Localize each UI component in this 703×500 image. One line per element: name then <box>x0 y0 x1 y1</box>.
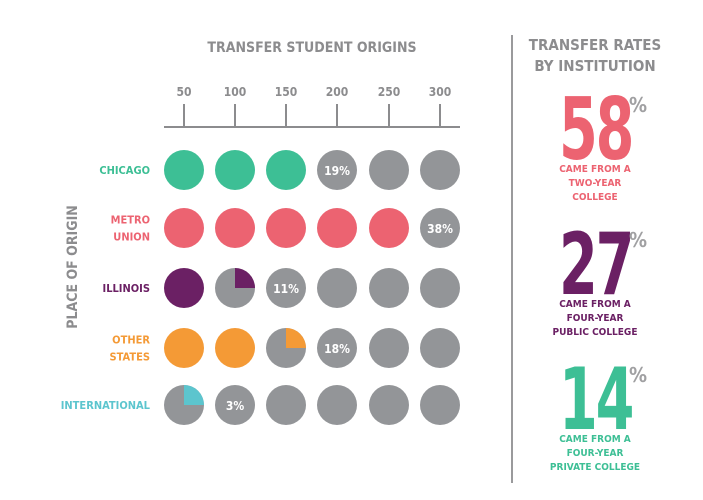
chart-row: METRO UNION 38% <box>111 208 460 248</box>
filled-circle <box>266 150 306 190</box>
x-tick-label: 300 <box>429 85 452 99</box>
empty-circle <box>317 385 357 425</box>
stat-desc-line-3: COLLEGE <box>572 192 618 203</box>
percent-label: 11% <box>273 282 299 296</box>
row-label: OTHER <box>112 334 150 347</box>
y-axis-label: PLACE OF ORIGIN <box>65 205 81 329</box>
filled-circle <box>215 208 255 248</box>
empty-circle <box>369 385 409 425</box>
row-label: ILLINOIS <box>103 282 150 295</box>
filled-circle <box>369 208 409 248</box>
stat-desc-line-2: FOUR-YEAR <box>566 448 624 459</box>
filled-circle <box>164 328 204 368</box>
panel-title-line-2: BY INSTITUTION <box>534 57 656 75</box>
transfer-rates-panel: TRANSFER RATES BY INSTITUTION 58 % CAME … <box>515 0 703 500</box>
x-tick-label: 250 <box>378 85 401 99</box>
empty-circle <box>420 208 460 248</box>
partial-wedge <box>286 328 306 348</box>
stat-desc-line-1: CAME FROM A <box>559 299 631 310</box>
stat-value: 58 <box>559 80 634 180</box>
x-tick-label: 200 <box>326 85 349 99</box>
filled-circle <box>164 268 204 308</box>
stat-desc-line-1: CAME FROM A <box>559 434 631 445</box>
percent-sign: % <box>629 228 648 252</box>
percent-label: 19% <box>324 164 350 178</box>
stat-desc-line-1: CAME FROM A <box>559 164 631 175</box>
panel-title-line-1: TRANSFER RATES <box>528 36 662 54</box>
stat-value: 27 <box>559 215 634 315</box>
empty-circle <box>420 385 460 425</box>
empty-circle <box>317 150 357 190</box>
filled-circle <box>266 208 306 248</box>
x-tick-label: 150 <box>275 85 298 99</box>
percent-label: 38% <box>427 222 453 236</box>
chart-row: OTHER STATES 18% <box>110 328 460 368</box>
chart-row: ILLINOIS 11% <box>103 268 460 308</box>
stat-value: 14 <box>559 350 634 450</box>
filled-circle <box>215 150 255 190</box>
row-label: CHICAGO <box>99 164 150 177</box>
percent-sign: % <box>629 363 648 387</box>
x-tick-label: 100 <box>224 85 247 99</box>
empty-circle <box>420 328 460 368</box>
filled-circle <box>164 208 204 248</box>
percent-sign: % <box>629 93 648 117</box>
filled-circle <box>317 208 357 248</box>
empty-circle <box>369 328 409 368</box>
percent-label: 3% <box>226 399 245 413</box>
empty-circle <box>369 150 409 190</box>
percent-label: 18% <box>324 342 350 356</box>
row-label: UNION <box>113 231 150 244</box>
row-label: INTERNATIONAL <box>61 399 151 412</box>
row-label: METRO <box>111 214 150 227</box>
chart-rows: CHICAGO 19% METRO UNION 38% ILLINOIS 11% OTHER S… <box>61 150 460 425</box>
chart-row: INTERNATIONAL 3% <box>61 385 460 425</box>
chart-row: CHICAGO 19% <box>99 150 460 190</box>
empty-circle <box>420 268 460 308</box>
empty-circle <box>317 268 357 308</box>
empty-circle <box>266 268 306 308</box>
partial-wedge <box>184 385 204 405</box>
x-axis: 50 100 150 200 250 300 <box>164 85 460 128</box>
x-tick-label: 50 <box>176 85 191 99</box>
stat-desc-line-2: TWO-YEAR <box>568 178 622 189</box>
divider-line <box>511 35 513 483</box>
filled-circle <box>215 328 255 368</box>
empty-circle <box>317 328 357 368</box>
chart-title: TRANSFER STUDENT ORIGINS <box>207 40 416 56</box>
empty-circle <box>369 268 409 308</box>
empty-circle <box>266 385 306 425</box>
transfer-origins-chart: TRANSFER STUDENT ORIGINS PLACE OF ORIGIN… <box>61 40 460 425</box>
row-label: STATES <box>110 351 150 364</box>
filled-circle <box>164 150 204 190</box>
empty-circle <box>420 150 460 190</box>
stat-desc-line-3: PRIVATE COLLEGE <box>549 462 641 473</box>
stat-desc-line-2: FOUR-YEAR <box>566 313 624 324</box>
partial-wedge <box>235 268 255 288</box>
empty-circle <box>215 385 255 425</box>
stat-desc-line-3: PUBLIC COLLEGE <box>552 327 638 338</box>
